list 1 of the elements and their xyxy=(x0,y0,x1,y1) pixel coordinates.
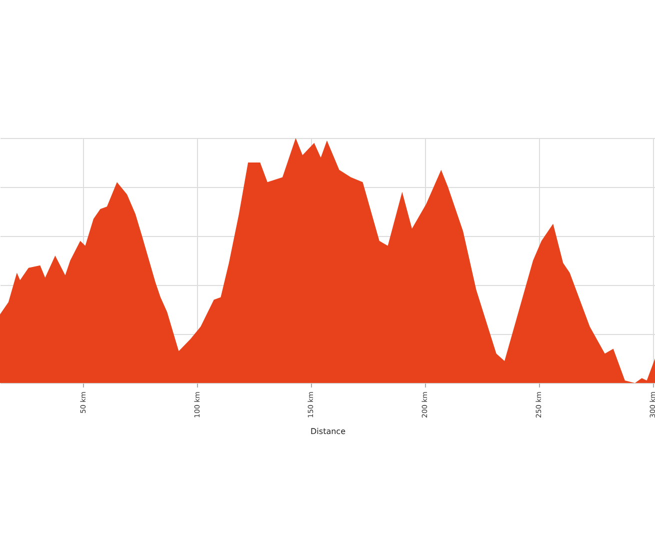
x-axis-title: Distance xyxy=(310,426,346,436)
